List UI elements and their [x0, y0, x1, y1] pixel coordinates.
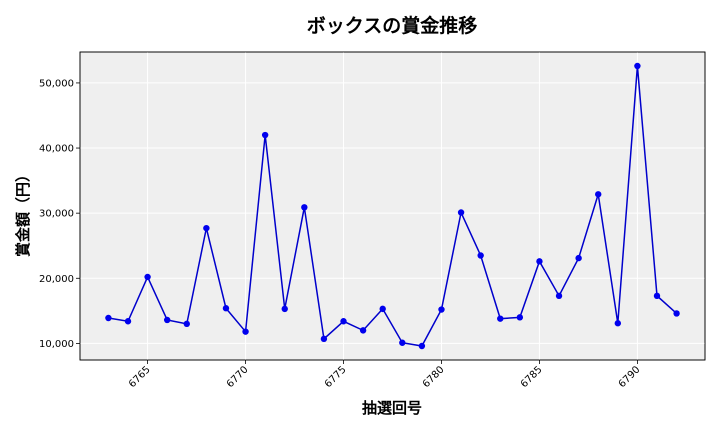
data-point: [320, 335, 328, 343]
y-axis-title: 賞金額（円）: [14, 167, 32, 257]
x-tick-label: 6775: [323, 364, 349, 390]
y-tick-label: 30,000: [39, 209, 74, 220]
data-point: [203, 224, 210, 232]
data-point: [222, 305, 230, 312]
data-point: [124, 318, 132, 325]
data-point: [555, 292, 563, 300]
data-point: [163, 316, 171, 324]
data-point: [183, 320, 190, 328]
plot-area: [79, 51, 706, 361]
data-point: [614, 320, 622, 327]
data-point: [438, 306, 445, 313]
data-point: [399, 339, 406, 346]
data-point: [673, 310, 680, 317]
data-point: [359, 327, 367, 334]
data-point: [653, 292, 661, 300]
data-point: [575, 254, 582, 262]
y-tick-label: 10,000: [39, 339, 74, 350]
data-point: [497, 315, 504, 322]
y-tick-label: 40,000: [39, 144, 74, 155]
data-point: [261, 131, 269, 139]
data-point: [105, 314, 112, 322]
x-tick-label: 6780: [421, 364, 447, 390]
series-line: [108, 65, 678, 347]
x-tick-label: 6785: [519, 364, 545, 390]
chart-title: ボックスの賞金推移: [307, 14, 477, 37]
x-tick-label: 6765: [127, 364, 153, 390]
x-tick-label: 6790: [617, 364, 643, 390]
data-point: [379, 305, 386, 313]
data-point: [281, 305, 288, 313]
data-point: [634, 62, 641, 70]
y-tick-label: 20,000: [39, 274, 74, 285]
y-tick-label: 50,000: [39, 78, 74, 89]
x-tick-label: 6770: [225, 364, 251, 390]
data-point: [340, 318, 347, 325]
data-point: [144, 273, 151, 281]
series-layer: [105, 62, 680, 350]
data-point: [418, 342, 426, 350]
x-axis-title: 抽選回号: [362, 399, 422, 417]
data-point: [516, 314, 524, 321]
data-point: [242, 328, 249, 335]
data-point: [457, 209, 465, 216]
plot-frame: [79, 51, 706, 361]
data-point: [536, 258, 543, 265]
data-point: [595, 191, 602, 198]
data-point: [477, 252, 484, 259]
data-point: [301, 204, 308, 211]
